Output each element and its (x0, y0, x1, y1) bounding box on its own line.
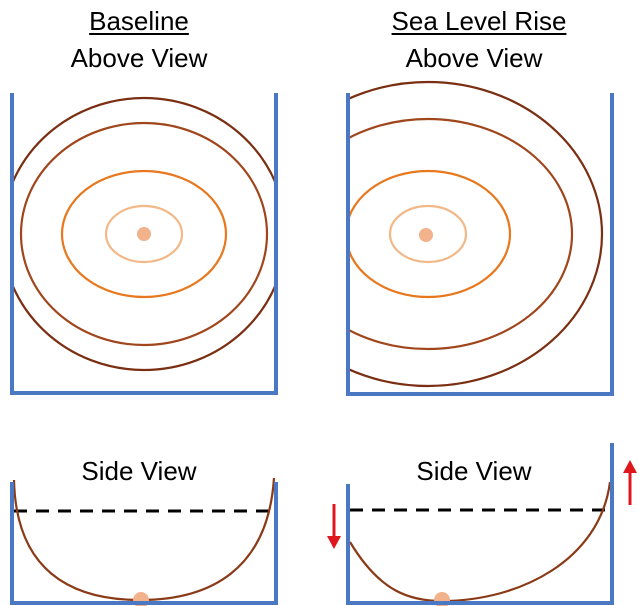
baseline-side-container-wall (10, 482, 278, 605)
slr-side-container-wall (346, 443, 614, 605)
slr-contour-inner (348, 169, 512, 299)
baseline-above-container-wall (10, 93, 278, 395)
sea-level-rise-above-view-label: Above View (405, 43, 543, 73)
baseline-bowl-curve (12, 477, 276, 602)
baseline-title: Baseline (89, 6, 189, 36)
sea-level-rise-side-view-label: Side View (416, 456, 532, 486)
slr-bowl-curve (349, 481, 612, 603)
slr-contour-outer (348, 80, 604, 388)
slr-contour-mid (348, 117, 574, 351)
baseline-side-view-label: Side View (81, 456, 197, 486)
baseline-contour-inner (60, 169, 228, 299)
sea-level-rise-side-view (327, 443, 637, 606)
baseline-contour-outer (12, 96, 276, 372)
slr-above-container-wall (346, 93, 614, 396)
arrow-down-icon (327, 504, 341, 549)
slr-center-dot (419, 228, 433, 242)
sea-level-rise-title: Sea Level Rise (391, 6, 567, 36)
baseline-contour-mid (19, 121, 269, 347)
arrow-up-icon (623, 460, 637, 505)
baseline-side-view (10, 477, 278, 606)
baseline-above-view-label: Above View (70, 43, 208, 73)
slr-contour-core (388, 204, 468, 264)
baseline-center-dot (137, 227, 151, 241)
sea-level-rise-above-view (346, 80, 614, 396)
baseline-contour-core (104, 204, 184, 264)
baseline-above-view (10, 93, 278, 395)
